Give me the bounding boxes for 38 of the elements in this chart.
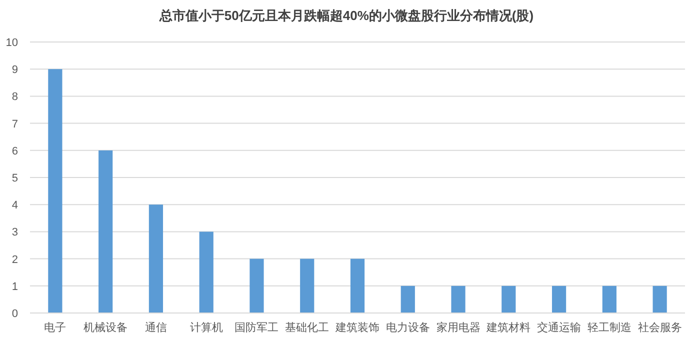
x-tick-label: 国防军工 bbox=[234, 321, 279, 334]
y-tick-label: 6 bbox=[12, 145, 18, 158]
bar bbox=[602, 286, 616, 313]
bar bbox=[502, 286, 516, 313]
y-tick-label: 10 bbox=[6, 37, 18, 49]
y-tick-label: 1 bbox=[12, 280, 18, 293]
bar bbox=[98, 150, 113, 313]
chart-title: 总市值小于50亿元且本月跌幅超40%的小微盘股行业分布情况(股) bbox=[158, 8, 534, 23]
bar bbox=[250, 258, 264, 313]
y-tick-label: 8 bbox=[12, 91, 18, 104]
x-tick-label: 通信 bbox=[144, 321, 167, 334]
bar bbox=[300, 258, 314, 313]
x-tick-label: 基础化工 bbox=[285, 321, 330, 334]
bar bbox=[148, 204, 164, 313]
y-tick-label: 5 bbox=[12, 172, 18, 184]
x-tick-label: 轻工制造 bbox=[587, 321, 632, 334]
bar bbox=[451, 286, 466, 313]
x-tick-label: 交通运输 bbox=[537, 321, 582, 334]
bar bbox=[350, 258, 365, 313]
x-tick-label: 建筑材料 bbox=[486, 321, 531, 334]
y-tick-label: 7 bbox=[12, 118, 18, 130]
y-tick-label: 3 bbox=[12, 226, 18, 239]
bar bbox=[652, 286, 667, 313]
y-tick-label: 0 bbox=[12, 308, 18, 320]
x-tick-label: 机械设备 bbox=[84, 321, 128, 334]
x-tick-label: 建筑装饰 bbox=[334, 321, 380, 334]
x-tick-label: 计算机 bbox=[190, 321, 223, 334]
x-tick-label: 电力设备 bbox=[386, 321, 430, 334]
bar bbox=[48, 69, 62, 313]
x-tick-label: 电子 bbox=[44, 321, 66, 334]
y-tick-label: 9 bbox=[12, 64, 18, 76]
y-tick-label: 4 bbox=[12, 200, 18, 212]
y-tick-label: 2 bbox=[12, 254, 18, 266]
bar bbox=[199, 232, 214, 313]
bar bbox=[552, 286, 566, 313]
bar bbox=[400, 286, 415, 313]
x-tick-label: 社会服务 bbox=[638, 321, 682, 334]
x-tick-label: 家用电器 bbox=[436, 321, 480, 334]
